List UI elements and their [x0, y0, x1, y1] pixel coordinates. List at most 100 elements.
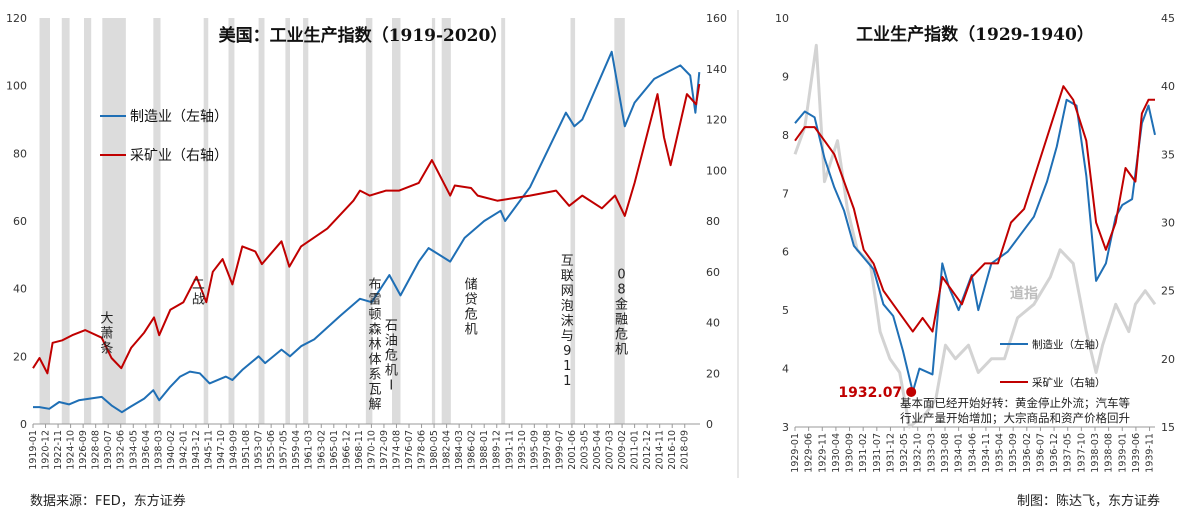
x-tick-label: 1955-06 — [266, 430, 277, 470]
x-tick-label: 1939-11 — [1145, 433, 1156, 473]
y-tick-label: 4 — [782, 363, 789, 376]
x-tick-label: 2018-09 — [680, 430, 691, 470]
x-tick-label: 1934-01 — [954, 433, 965, 473]
y2-tick-label: 45 — [1161, 12, 1175, 25]
x-tick-label: 1951-08 — [241, 430, 252, 470]
marker-point — [906, 386, 917, 397]
legend-manufacturing-label: 制造业（左轴） — [130, 109, 228, 125]
x-tick-label: 1929-11 — [817, 433, 828, 473]
x-tick-label: 1933-08 — [940, 433, 951, 473]
x-tick-label: 1966-12 — [341, 430, 352, 470]
event-annotation: 二战 — [192, 278, 205, 308]
y-tick-label: 20 — [13, 350, 27, 363]
x-tick-label: 1929-06 — [804, 433, 815, 473]
x-tick-label: 2016-10 — [667, 430, 678, 470]
x-tick-label: 1926-09 — [78, 430, 89, 470]
y2-tick-label: 15 — [1161, 421, 1175, 434]
x-tick-label: 1995-09 — [529, 430, 540, 470]
x-tick-label: 1961-03 — [304, 430, 315, 470]
x-tick-label: 1937-10 — [1076, 433, 1087, 473]
x-tick-label: 1972-09 — [379, 430, 390, 470]
x-tick-label: 1936-07 — [1035, 433, 1046, 473]
recession-band — [365, 18, 373, 424]
y2-tick-label: 0 — [706, 418, 713, 431]
recession-band — [203, 18, 209, 424]
x-tick-label: 1919-01 — [28, 430, 39, 470]
x-tick-label: 1976-07 — [404, 430, 415, 470]
legend-mining-label: 采矿业（右轴） — [130, 148, 228, 164]
x-tick-label: 1949-09 — [229, 430, 240, 470]
y-tick-label: 60 — [13, 215, 27, 228]
y-tick-label: 5 — [782, 304, 789, 317]
x-tick-label: 1929-01 — [790, 433, 801, 473]
recession-band — [392, 18, 401, 424]
annotation-note-line: 行业产量开始增加；大宗商品和资产价格回升 — [900, 411, 1130, 425]
x-tick-label: 1934-06 — [967, 433, 978, 473]
dow-label: 道指 — [1010, 285, 1038, 302]
x-tick-label: 2011-01 — [630, 430, 641, 470]
x-tick-label: 1947-10 — [216, 430, 227, 470]
recession-band — [431, 18, 436, 424]
x-tick-label: 2001-06 — [567, 430, 578, 470]
legend-mining-label: 采矿业（右轴） — [1032, 376, 1106, 389]
x-tick-label: 1920-12 — [41, 430, 52, 470]
x-tick-label: 1989-12 — [492, 430, 503, 470]
x-tick-label: 1984-03 — [454, 430, 465, 470]
x-tick-label: 1938-03 — [1090, 433, 1101, 473]
dow-series-line — [793, 43, 1157, 429]
y2-tick-label: 35 — [1161, 148, 1175, 161]
x-tick-label: 1924-10 — [66, 430, 77, 470]
y2-tick-label: 20 — [1161, 353, 1175, 366]
x-tick-label: 1932-05 — [899, 433, 910, 473]
x-tick-label: 1934-11 — [981, 433, 992, 473]
y-tick-label: 80 — [13, 147, 27, 160]
x-tick-label: 1974-08 — [391, 430, 402, 470]
y2-tick-label: 30 — [1161, 217, 1175, 230]
x-tick-label: 1999-07 — [554, 430, 565, 470]
source-footnote: 数据来源：FED，东方证券 — [30, 494, 186, 509]
x-tick-label: 1970-10 — [366, 430, 377, 470]
x-tick-label: 1978-06 — [417, 430, 428, 470]
mining-series-line — [32, 83, 701, 375]
x-tick-label: 1935-09 — [1008, 433, 1019, 473]
x-tick-label: 1980-05 — [429, 430, 440, 470]
event-annotation: 0 8 金融危机 — [615, 268, 628, 358]
x-tick-label: 2012-12 — [642, 430, 653, 470]
y2-tick-label: 160 — [706, 12, 727, 25]
recession-band — [285, 18, 290, 424]
recession-band — [614, 18, 625, 424]
x-tick-label: 1963-02 — [316, 430, 327, 470]
x-tick-label: 1930-07 — [103, 430, 114, 470]
chart-title: 美国：工业生产指数（1919-2020） — [219, 25, 508, 46]
x-tick-label: 1934-05 — [128, 430, 139, 470]
y2-tick-label: 80 — [706, 215, 720, 228]
recession-band — [441, 18, 451, 424]
x-tick-label: 1932-06 — [116, 430, 127, 470]
y-tick-label: 7 — [782, 187, 789, 200]
x-tick-label: 1939-06 — [1131, 433, 1142, 473]
x-tick-label: 1940-02 — [166, 430, 177, 470]
y-tick-label: 120 — [6, 12, 27, 25]
recession-band — [501, 18, 506, 424]
x-tick-label: 1943-12 — [191, 430, 202, 470]
y-tick-label: 6 — [782, 246, 789, 259]
y2-tick-label: 100 — [706, 164, 727, 177]
y-tick-label: 0 — [20, 418, 27, 431]
x-tick-label: 1942-01 — [178, 430, 189, 470]
x-tick-label: 1932-10 — [913, 433, 924, 473]
recession-band — [84, 18, 92, 424]
x-tick-label: 1986-02 — [467, 430, 478, 470]
x-tick-label: 1936-02 — [1022, 433, 1033, 473]
x-tick-label: 1957-05 — [279, 430, 290, 470]
x-tick-label: 1993-10 — [517, 430, 528, 470]
x-tick-label: 1933-03 — [926, 433, 937, 473]
x-tick-label: 1936-04 — [141, 430, 152, 470]
x-tick-label: 1968-11 — [354, 430, 365, 470]
y2-tick-label: 60 — [706, 266, 720, 279]
recession-band — [39, 18, 51, 424]
x-tick-label: 1928-08 — [91, 430, 102, 470]
event-annotation: 储贷危机 — [465, 278, 478, 338]
annotation-note-line: 基本面已经开始好转：黄金停止外流；汽车等 — [900, 396, 1130, 410]
